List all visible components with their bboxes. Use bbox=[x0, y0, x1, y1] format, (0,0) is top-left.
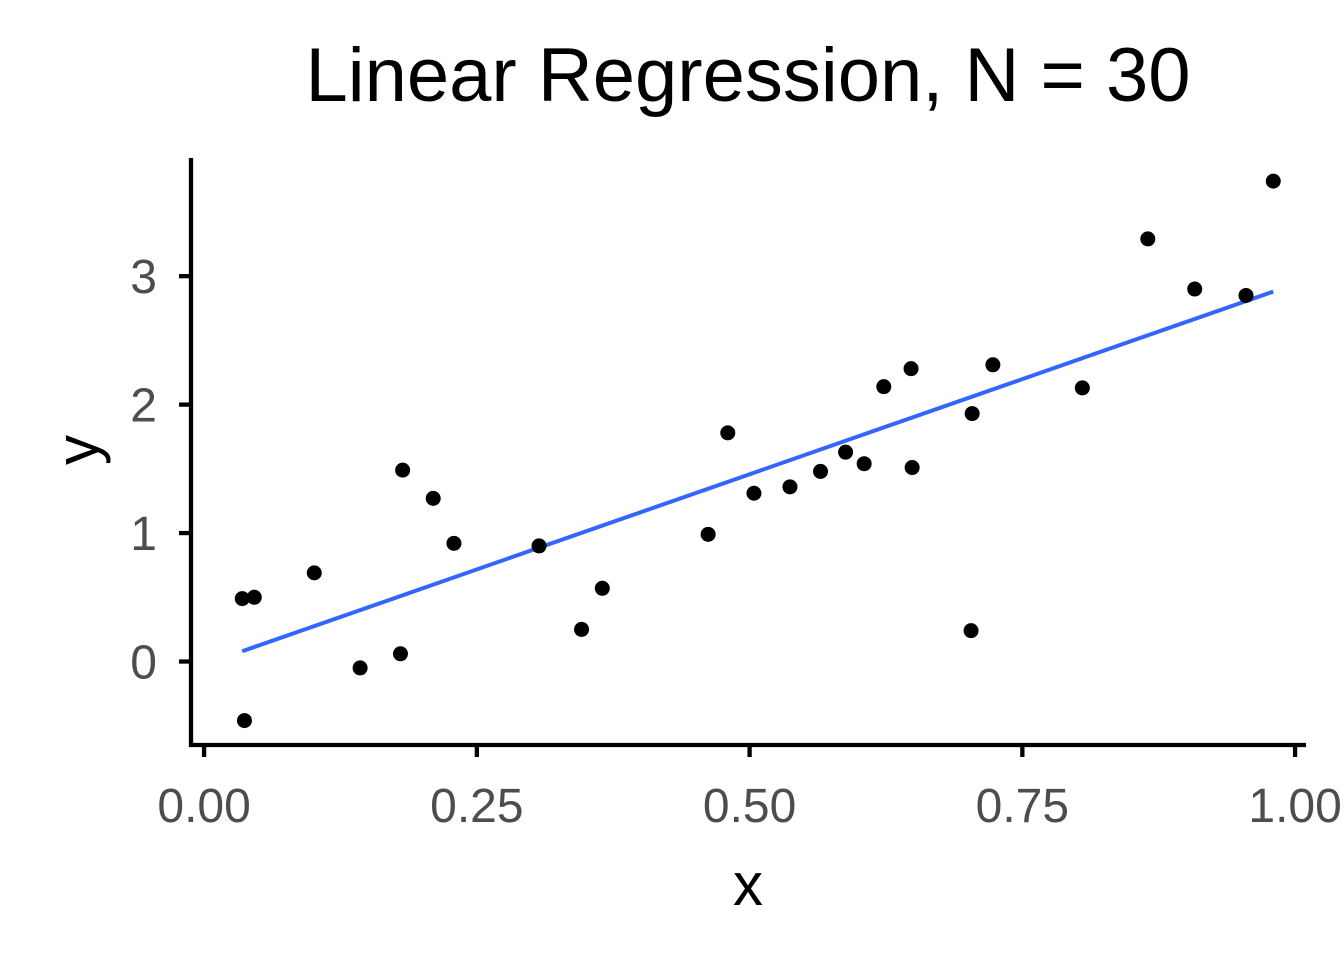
data-point bbox=[425, 490, 441, 506]
data-point bbox=[234, 591, 250, 607]
x-tick-label: 0.25 bbox=[430, 780, 523, 833]
data-point bbox=[306, 565, 322, 581]
data-point bbox=[903, 361, 919, 377]
data-point bbox=[985, 357, 1001, 373]
data-point bbox=[904, 460, 920, 476]
regression-line-group bbox=[241, 289, 1274, 654]
data-point bbox=[838, 444, 854, 460]
data-point bbox=[813, 463, 829, 479]
data-point bbox=[1265, 173, 1281, 189]
y-axis-title: y bbox=[44, 435, 111, 465]
data-point bbox=[1238, 287, 1254, 303]
data-point bbox=[1140, 231, 1156, 247]
x-axis-title: x bbox=[733, 851, 763, 918]
data-point bbox=[594, 580, 610, 596]
y-tick-label: 1 bbox=[130, 508, 157, 561]
data-point bbox=[963, 623, 979, 639]
data-point bbox=[1074, 380, 1090, 396]
data-point bbox=[700, 526, 716, 542]
x-tick-label: 0.75 bbox=[976, 780, 1069, 833]
data-point bbox=[782, 479, 798, 495]
data-point bbox=[352, 660, 368, 676]
data-point bbox=[856, 456, 872, 472]
data-point bbox=[531, 538, 547, 554]
regression-line bbox=[241, 289, 1274, 654]
data-point bbox=[392, 646, 408, 662]
y-axis: 0 1 2 3 bbox=[130, 158, 194, 747]
data-point bbox=[395, 462, 411, 478]
y-tick-label: 3 bbox=[130, 251, 157, 304]
data-points-group bbox=[234, 173, 1281, 729]
data-point bbox=[964, 406, 980, 422]
x-axis: 0.00 0.25 0.50 0.75 1.00 bbox=[157, 742, 1342, 833]
x-tick-label: 0.00 bbox=[157, 780, 250, 833]
data-point bbox=[1187, 281, 1203, 297]
data-point bbox=[720, 425, 736, 441]
y-tick-label: 2 bbox=[130, 380, 157, 433]
data-point bbox=[236, 713, 252, 729]
data-point bbox=[746, 485, 762, 501]
x-tick-label: 0.50 bbox=[703, 780, 796, 833]
data-point bbox=[574, 621, 590, 637]
data-point bbox=[246, 589, 262, 605]
x-tick-label: 1.00 bbox=[1248, 780, 1341, 833]
chart-title: Linear Regression, N = 30 bbox=[305, 33, 1190, 118]
y-tick-label: 0 bbox=[130, 637, 157, 690]
data-point bbox=[446, 535, 462, 551]
data-point bbox=[876, 379, 892, 395]
